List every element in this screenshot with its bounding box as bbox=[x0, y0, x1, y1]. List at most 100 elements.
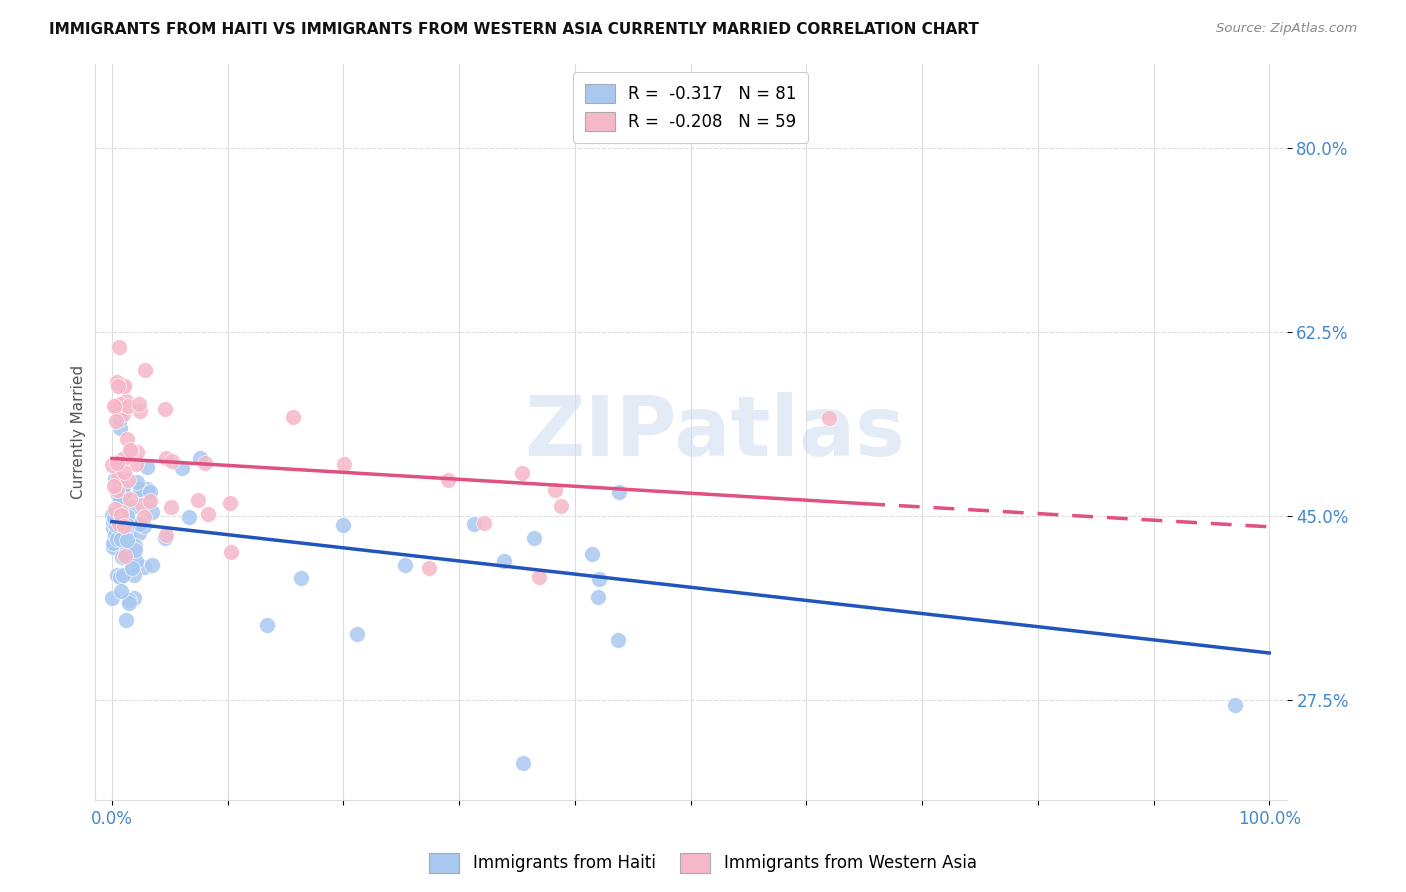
Point bbox=[112, 379, 135, 393]
Point bbox=[121, 561, 143, 575]
Point bbox=[105, 399, 128, 413]
Point bbox=[101, 458, 124, 472]
Point bbox=[105, 414, 128, 428]
Point bbox=[101, 515, 124, 529]
Point bbox=[132, 518, 155, 533]
Point bbox=[510, 467, 533, 481]
Point bbox=[112, 408, 135, 422]
Point bbox=[110, 505, 132, 519]
Point bbox=[115, 393, 138, 408]
Point bbox=[120, 492, 142, 507]
Point bbox=[104, 471, 127, 485]
Point bbox=[117, 473, 139, 487]
Point bbox=[103, 511, 125, 525]
Point bbox=[155, 527, 177, 541]
Point bbox=[107, 379, 129, 393]
Point bbox=[117, 399, 139, 413]
Point bbox=[111, 490, 134, 504]
Point bbox=[108, 493, 131, 508]
Point bbox=[290, 571, 312, 585]
Point bbox=[122, 591, 145, 606]
Point bbox=[132, 510, 155, 524]
Point bbox=[120, 443, 142, 458]
Point bbox=[108, 454, 131, 468]
Point bbox=[124, 543, 146, 558]
Point bbox=[105, 483, 128, 498]
Point bbox=[114, 549, 136, 564]
Text: ZIPatlas: ZIPatlas bbox=[524, 392, 905, 473]
Point bbox=[187, 492, 209, 507]
Point bbox=[107, 470, 129, 484]
Point bbox=[124, 539, 146, 553]
Point bbox=[125, 475, 148, 490]
Point bbox=[131, 498, 153, 512]
Point bbox=[544, 483, 567, 497]
Point bbox=[160, 500, 183, 514]
Point bbox=[118, 593, 141, 607]
Point bbox=[108, 517, 131, 532]
Point bbox=[105, 456, 128, 470]
Point bbox=[110, 532, 132, 546]
Point bbox=[160, 454, 183, 468]
Point bbox=[103, 400, 125, 414]
Point bbox=[139, 493, 162, 508]
Point bbox=[108, 421, 131, 435]
Point bbox=[134, 362, 156, 376]
Point bbox=[332, 518, 354, 533]
Point bbox=[128, 516, 150, 531]
Point bbox=[128, 483, 150, 497]
Point bbox=[115, 613, 138, 627]
Point bbox=[115, 533, 138, 548]
Point bbox=[523, 531, 546, 545]
Point bbox=[108, 570, 131, 584]
Point bbox=[118, 531, 141, 545]
Point bbox=[122, 568, 145, 582]
Text: Source: ZipAtlas.com: Source: ZipAtlas.com bbox=[1216, 22, 1357, 36]
Point bbox=[110, 523, 132, 537]
Point bbox=[588, 572, 610, 586]
Point bbox=[512, 756, 534, 771]
Point bbox=[346, 626, 368, 640]
Point bbox=[194, 456, 217, 470]
Point bbox=[609, 485, 631, 500]
Point bbox=[111, 508, 134, 522]
Point bbox=[112, 451, 135, 466]
Point bbox=[110, 518, 132, 533]
Point bbox=[141, 558, 163, 572]
Point bbox=[153, 401, 176, 416]
Point bbox=[218, 496, 240, 510]
Point bbox=[112, 465, 135, 479]
Point bbox=[136, 460, 159, 475]
Point bbox=[581, 547, 603, 561]
Point bbox=[105, 532, 128, 546]
Point bbox=[107, 488, 129, 502]
Point bbox=[101, 520, 124, 534]
Point bbox=[110, 508, 132, 522]
Point bbox=[115, 518, 138, 533]
Point bbox=[129, 517, 152, 532]
Point bbox=[332, 457, 354, 471]
Point bbox=[132, 487, 155, 501]
Point bbox=[105, 509, 128, 524]
Point bbox=[134, 559, 156, 574]
Point bbox=[110, 583, 132, 598]
Point bbox=[128, 397, 150, 411]
Point bbox=[104, 528, 127, 542]
Point bbox=[437, 473, 460, 487]
Y-axis label: Currently Married: Currently Married bbox=[72, 365, 86, 500]
Point bbox=[136, 497, 159, 511]
Point bbox=[197, 507, 219, 521]
Point bbox=[103, 540, 125, 554]
Point bbox=[105, 376, 128, 390]
Point bbox=[111, 550, 134, 565]
Point bbox=[606, 633, 628, 648]
Point bbox=[128, 525, 150, 540]
Point bbox=[112, 567, 135, 582]
Point bbox=[586, 590, 609, 604]
Point bbox=[112, 518, 135, 533]
Point bbox=[155, 451, 177, 466]
Point bbox=[529, 570, 551, 584]
Point bbox=[101, 591, 124, 605]
Point bbox=[141, 505, 163, 519]
Point bbox=[122, 559, 145, 574]
